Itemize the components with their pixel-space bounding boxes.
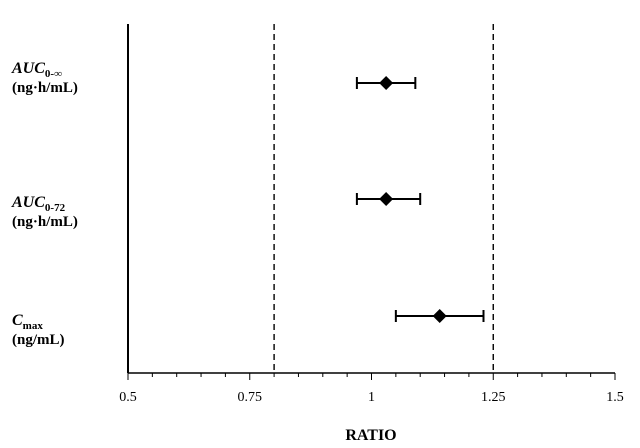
category-label-unit: (ng·h/mL) xyxy=(12,80,78,96)
category-label-cmax: Cmax (ng/mL) xyxy=(12,312,65,349)
x-axis-title: RATIO xyxy=(345,427,396,444)
category-label-auc-72: AUC0-72 (ng·h/mL) xyxy=(12,194,78,231)
category-label-subscript: 0-72 xyxy=(44,202,66,214)
x-tick-label: 1.25 xyxy=(481,390,506,405)
category-label-subscript: max xyxy=(22,320,43,332)
x-tick-label: 0.75 xyxy=(238,390,263,405)
category-label-unit: (ng·h/mL) xyxy=(12,214,78,230)
point-estimate-marker xyxy=(432,309,447,323)
category-label-main: AUC xyxy=(12,60,45,77)
x-tick-label: 1 xyxy=(368,390,375,405)
category-label-auc-inf: AUC0-∞ (ng·h/mL) xyxy=(12,60,78,97)
category-label-main: AUC xyxy=(12,194,45,211)
x-tick-label: 0.5 xyxy=(119,390,137,405)
point-estimate-marker xyxy=(379,192,394,206)
category-label-unit: (ng/mL) xyxy=(12,332,65,348)
point-estimate-marker xyxy=(379,76,394,90)
x-tick-label: 1.5 xyxy=(606,390,624,405)
category-label-main: C xyxy=(12,312,23,329)
category-label-subscript: 0-∞ xyxy=(44,68,62,80)
